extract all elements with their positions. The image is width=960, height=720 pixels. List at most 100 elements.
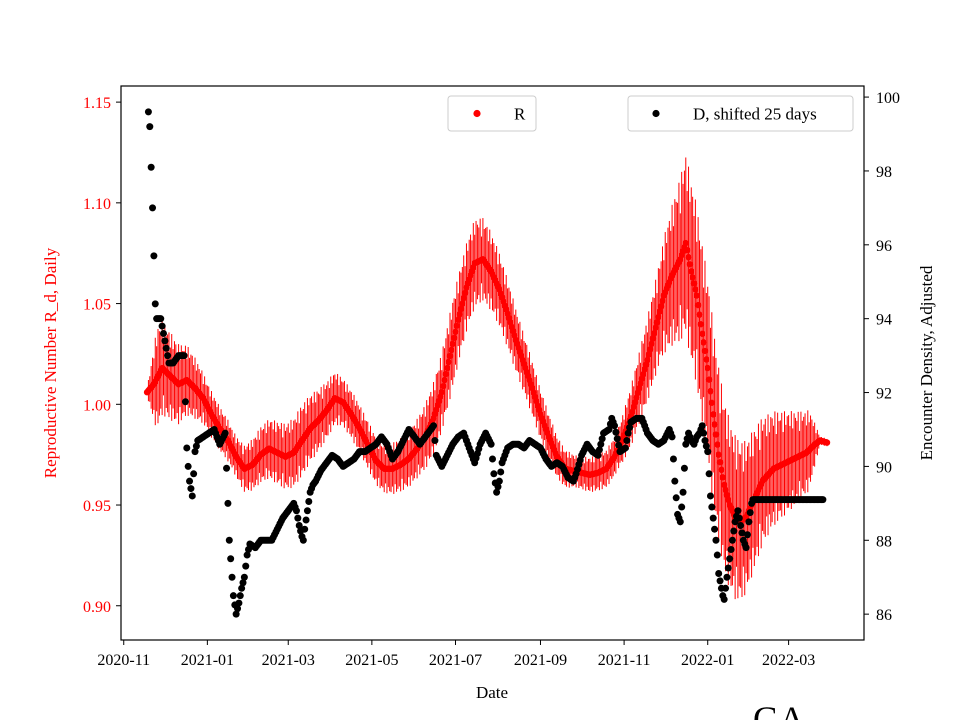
x-tick-label: 2021-05 (345, 652, 398, 669)
r-point (438, 389, 445, 396)
r-point (655, 313, 662, 321)
right-axis-label: Encounter Density, Adjusted (917, 265, 936, 460)
d-point (679, 488, 687, 496)
r-point (694, 301, 702, 309)
d-point (626, 424, 634, 432)
d-point (712, 536, 720, 544)
r-point (689, 274, 696, 281)
d-point (158, 322, 166, 330)
right-tick-label: 92 (876, 386, 892, 403)
d-point (594, 451, 602, 459)
right-tick-label: 98 (876, 164, 892, 181)
r-point (446, 352, 454, 360)
r-point (683, 246, 691, 254)
d-point (746, 509, 754, 517)
d-point (239, 579, 247, 587)
r-point (444, 364, 451, 372)
r-point (715, 451, 722, 458)
r-point (457, 305, 465, 313)
right-axis-ticks: 86 88 90 92 94 96 98 100 (864, 90, 900, 624)
d-point (430, 422, 438, 430)
d-point (669, 455, 677, 463)
d-point (671, 477, 679, 485)
r-point (648, 340, 655, 348)
r-point (652, 324, 659, 331)
r-point (686, 261, 694, 268)
d-point (735, 514, 743, 522)
left-tick-label: 1.00 (83, 397, 111, 414)
x-tick-label: 2021-03 (262, 652, 315, 669)
d-point (489, 455, 496, 463)
d-point (730, 527, 738, 535)
d-point (299, 536, 307, 544)
d-point (144, 108, 152, 116)
r-point (645, 351, 652, 358)
d-point (624, 429, 632, 437)
r-point (659, 297, 666, 305)
legend-r: R (447, 95, 537, 132)
r-point (459, 300, 466, 307)
left-tick-label: 1.10 (83, 196, 111, 213)
r-point (699, 330, 706, 337)
right-tick-label: 88 (876, 533, 892, 550)
d-point (611, 422, 619, 430)
d-point (724, 564, 732, 572)
r-point (712, 431, 720, 438)
d-point (598, 435, 606, 443)
r-point (701, 347, 709, 355)
d-point (612, 428, 620, 436)
d-point (493, 488, 501, 496)
d-point (431, 437, 439, 445)
r-point (445, 358, 452, 366)
left-tick-label: 1.05 (83, 297, 111, 314)
d-point (161, 337, 169, 345)
r-point (656, 308, 663, 315)
x-tick-label: 2021-09 (514, 652, 567, 669)
r-point (439, 382, 447, 390)
d-point (706, 492, 714, 500)
left-axis-ticks: 0.90 0.95 1.00 1.05 1.10 1.15 (83, 95, 121, 616)
d-point (726, 555, 734, 563)
r-point (456, 311, 463, 318)
d-point (676, 518, 684, 526)
d-point (595, 446, 603, 454)
axes-frame (120, 85, 865, 641)
d-point (151, 300, 159, 308)
legend-r-box (447, 95, 537, 132)
d-point (727, 546, 735, 554)
d-point (181, 398, 189, 406)
x-tick-label: 2021-11 (598, 652, 651, 669)
d-point (190, 470, 198, 478)
d-point (303, 507, 311, 515)
d-series-layer (144, 108, 827, 618)
left-axis-label: Reproductive Number R_d, Daily (41, 247, 60, 478)
d-point (668, 433, 676, 441)
d-point (708, 503, 716, 511)
d-point (613, 435, 621, 443)
d-point (497, 468, 505, 476)
r-point (703, 356, 710, 363)
d-point (615, 441, 623, 449)
d-point (192, 442, 200, 450)
d-point (240, 573, 248, 581)
d-point (723, 573, 731, 581)
d-point (183, 444, 191, 452)
d-point (737, 522, 745, 530)
d-point (716, 577, 724, 585)
right-tick-label: 86 (876, 607, 892, 624)
r-point (718, 466, 725, 473)
r-point (714, 441, 721, 448)
r-point (452, 328, 459, 335)
right-tick-label: 94 (876, 312, 892, 329)
d-point (238, 584, 246, 592)
d-point (715, 570, 723, 578)
d-point (494, 483, 502, 491)
d-point (705, 470, 713, 478)
r-point (697, 321, 705, 328)
d-point (487, 440, 495, 448)
r-point (646, 346, 654, 353)
d-point (597, 440, 605, 448)
r-point (710, 411, 717, 418)
r-point (644, 356, 651, 364)
